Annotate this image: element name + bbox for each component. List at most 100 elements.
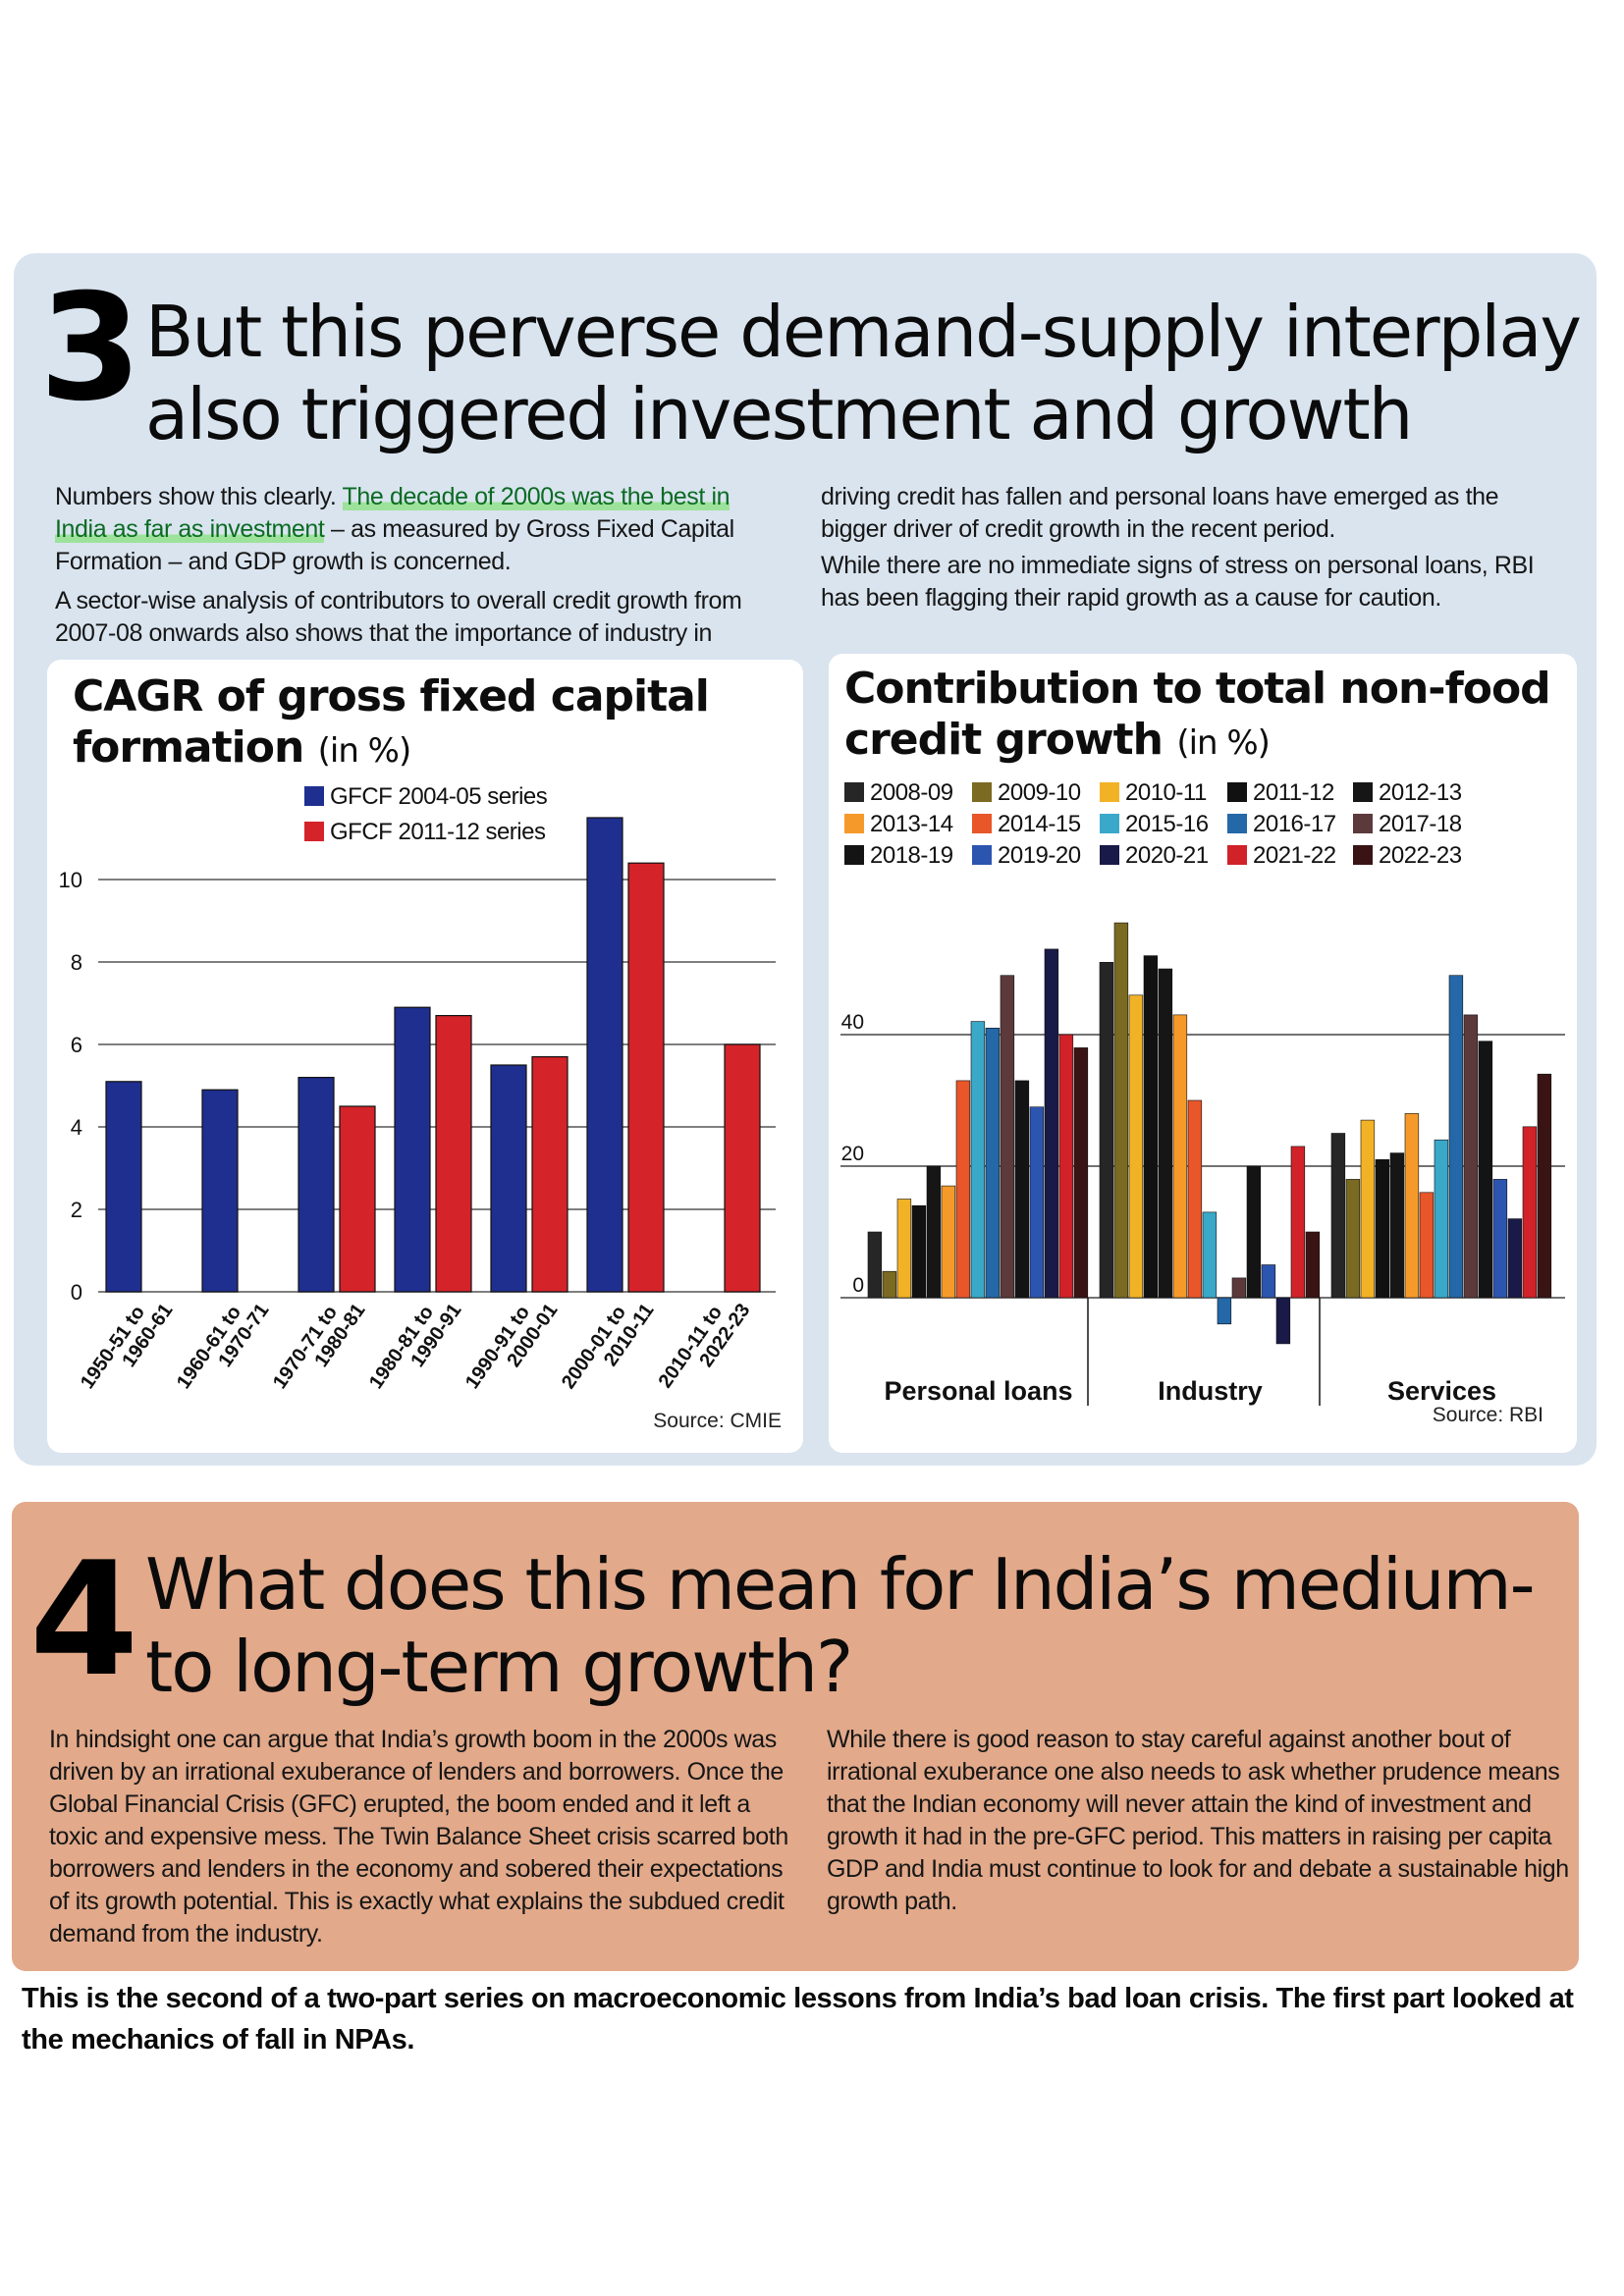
credit-bar-industry-2014-15 (1187, 1099, 1203, 1299)
credit-legend-label-2014-15: 2014-15 (998, 811, 1081, 837)
credit-legend-swatch-2019-20 (972, 845, 992, 865)
credit-legend-swatch-2009-10 (972, 782, 992, 802)
credit-legend-swatch-2014-15 (972, 814, 992, 833)
gfcf-bar-2004-1 (201, 1089, 239, 1293)
gfcf-bar-2011-3 (435, 1015, 472, 1293)
section-4-headline-line2: to long-term growth? (145, 1626, 853, 1708)
credit-legend-item-2016-17: 2016-17 (1227, 811, 1336, 838)
gfcf-chart-title-text: CAGR of gross fixed capital formation (73, 671, 710, 773)
gfcf-ytick-label-0: 0 (71, 1280, 82, 1305)
credit-bar-personal-loans-2020-21 (1044, 948, 1059, 1299)
credit-legend-item-2012-13: 2012-13 (1353, 779, 1462, 807)
credit-bar-personal-loans-2021-22 (1058, 1034, 1074, 1299)
credit-legend-item-2019-20: 2019-20 (972, 842, 1081, 870)
gfcf-xtick-label-4: 1990-91 to2000-01 (461, 1288, 562, 1406)
section-3-headline-line1: But this perverse demand-supply interpla… (145, 291, 1582, 373)
gfcf-ytick-label-8: 8 (71, 950, 82, 975)
credit-bar-services-2018-19 (1478, 1041, 1493, 1299)
gfcf-xtick-label-1: 1960-61 to1970-71 (173, 1288, 273, 1406)
credit-legend-item-2018-19: 2018-19 (844, 842, 953, 870)
section-4-col1: In hindsight one can argue that India’s … (49, 1726, 788, 1948)
credit-bar-industry-2016-17 (1217, 1297, 1232, 1325)
credit-legend-item-2014-15: 2014-15 (972, 811, 1081, 838)
gfcf-bar-2011-6 (724, 1043, 761, 1293)
credit-bar-services-2015-16 (1434, 1139, 1449, 1299)
gfcf-xtick-label-0: 1950-51 to1960-61 (77, 1288, 177, 1406)
credit-category-label-2: Services (1387, 1376, 1496, 1406)
section-3-col2-p2: While there are no immediate signs of st… (821, 552, 1535, 612)
col1-p1-lead: Numbers show this clearly. (55, 483, 343, 510)
section-3-number: 3 (39, 263, 142, 434)
credit-legend-item-2010-11: 2010-11 (1100, 779, 1207, 807)
gfcf-xtick-label-2: 1970-71 to1980-81 (269, 1288, 369, 1406)
credit-legend-swatch-2017-18 (1353, 814, 1373, 833)
credit-bar-personal-loans-2017-18 (1000, 975, 1015, 1299)
credit-legend-swatch-2021-22 (1227, 845, 1247, 865)
credit-chart-title: Contribution to total non-food credit gr… (844, 664, 1561, 769)
credit-legend-label-2020-21: 2020-21 (1125, 842, 1209, 869)
credit-legend-item-2011-12: 2011-12 (1227, 779, 1334, 807)
section-3-headline-line2: also triggered investment and growth (145, 373, 1413, 455)
credit-legend-swatch-2012-13 (1353, 782, 1373, 802)
credit-bar-personal-loans-2016-17 (985, 1027, 1001, 1299)
credit-ytick-label-0: 0 (852, 1274, 864, 1297)
gfcf-legend-2011-swatch (304, 822, 324, 841)
credit-bar-industry-2015-16 (1202, 1211, 1218, 1299)
credit-legend-swatch-2020-21 (1100, 845, 1119, 865)
credit-chart-card: Contribution to total non-food credit gr… (829, 654, 1577, 1453)
credit-bar-industry-2010-11 (1128, 994, 1144, 1299)
section-4-col2: While there is good reason to stay caref… (827, 1726, 1569, 1915)
credit-bar-services-2016-17 (1448, 975, 1464, 1299)
credit-legend-label-2013-14: 2013-14 (870, 811, 953, 837)
credit-bar-services-2021-22 (1522, 1126, 1538, 1299)
credit-chart-title-text: Contribution to total non-food credit gr… (844, 664, 1551, 765)
credit-bar-services-2011-12 (1375, 1158, 1390, 1299)
credit-bar-services-2008-09 (1330, 1133, 1346, 1299)
credit-legend-swatch-2018-19 (844, 845, 864, 865)
credit-legend-item-2022-23: 2022-23 (1353, 842, 1462, 870)
credit-legend-label-2016-17: 2016-17 (1253, 811, 1336, 837)
credit-legend-label-2010-11: 2010-11 (1125, 779, 1207, 806)
section-3-col1-p2: A sector-wise analysis of contributors t… (55, 587, 742, 647)
credit-bar-industry-2009-10 (1113, 922, 1129, 1299)
credit-legend-item-2009-10: 2009-10 (972, 779, 1081, 807)
credit-legend-item-2020-21: 2020-21 (1100, 842, 1209, 870)
credit-bar-industry-2021-22 (1290, 1146, 1306, 1299)
credit-bar-personal-loans-2012-13 (926, 1165, 942, 1299)
gfcf-chart-source: Source: CMIE (653, 1410, 782, 1432)
credit-bar-industry-2012-13 (1158, 968, 1173, 1299)
credit-legend-label-2022-23: 2022-23 (1379, 842, 1462, 869)
credit-legend-swatch-2016-17 (1227, 814, 1247, 833)
credit-legend-label-2018-19: 2018-19 (870, 842, 953, 869)
credit-bar-services-2014-15 (1419, 1192, 1435, 1299)
credit-chart-unit: (in %) (1176, 723, 1271, 763)
gfcf-legend-2011-label: GFCF 2011-12 series (330, 819, 546, 845)
credit-bar-industry-2022-23 (1305, 1231, 1321, 1299)
credit-bar-industry-2008-09 (1099, 961, 1114, 1299)
credit-bar-services-2020-21 (1507, 1218, 1523, 1299)
credit-ytick-label-20: 20 (841, 1143, 864, 1165)
credit-bar-industry-2019-20 (1261, 1264, 1276, 1299)
credit-bar-personal-loans-2011-12 (911, 1204, 927, 1299)
credit-bar-services-2010-11 (1360, 1119, 1376, 1299)
gfcf-xtick-label-6: 2010-11 to2022-23 (655, 1288, 755, 1405)
credit-legend-swatch-2011-12 (1227, 782, 1247, 802)
credit-bar-personal-loans-2015-16 (970, 1021, 986, 1299)
col1-p1-tail: – as measured by Gross Fixed Capital For… (55, 515, 734, 575)
credit-legend-item-2021-22: 2021-22 (1227, 842, 1336, 870)
credit-chart-plot: 0 20 40 Personal loans Industry Services (840, 922, 1565, 1406)
credit-bar-personal-loans-2009-10 (882, 1270, 897, 1299)
credit-legend-label-2021-22: 2021-22 (1253, 842, 1336, 869)
credit-legend-swatch-2013-14 (844, 814, 864, 833)
gfcf-ytick-label-2: 2 (71, 1198, 82, 1222)
section-4-number: 4 (29, 1527, 139, 1711)
gfcf-legend-2004-swatch (304, 786, 324, 806)
credit-legend-label-2011-12: 2011-12 (1253, 779, 1334, 806)
credit-bar-services-2012-13 (1389, 1152, 1405, 1299)
credit-bar-services-2009-10 (1345, 1179, 1361, 1299)
gfcf-chart-title: CAGR of gross fixed capital formation (i… (73, 671, 780, 776)
credit-legend-swatch-2008-09 (844, 782, 864, 802)
credit-legend-label-2009-10: 2009-10 (998, 779, 1081, 806)
gfcf-chart-unit: (in %) (317, 731, 412, 771)
